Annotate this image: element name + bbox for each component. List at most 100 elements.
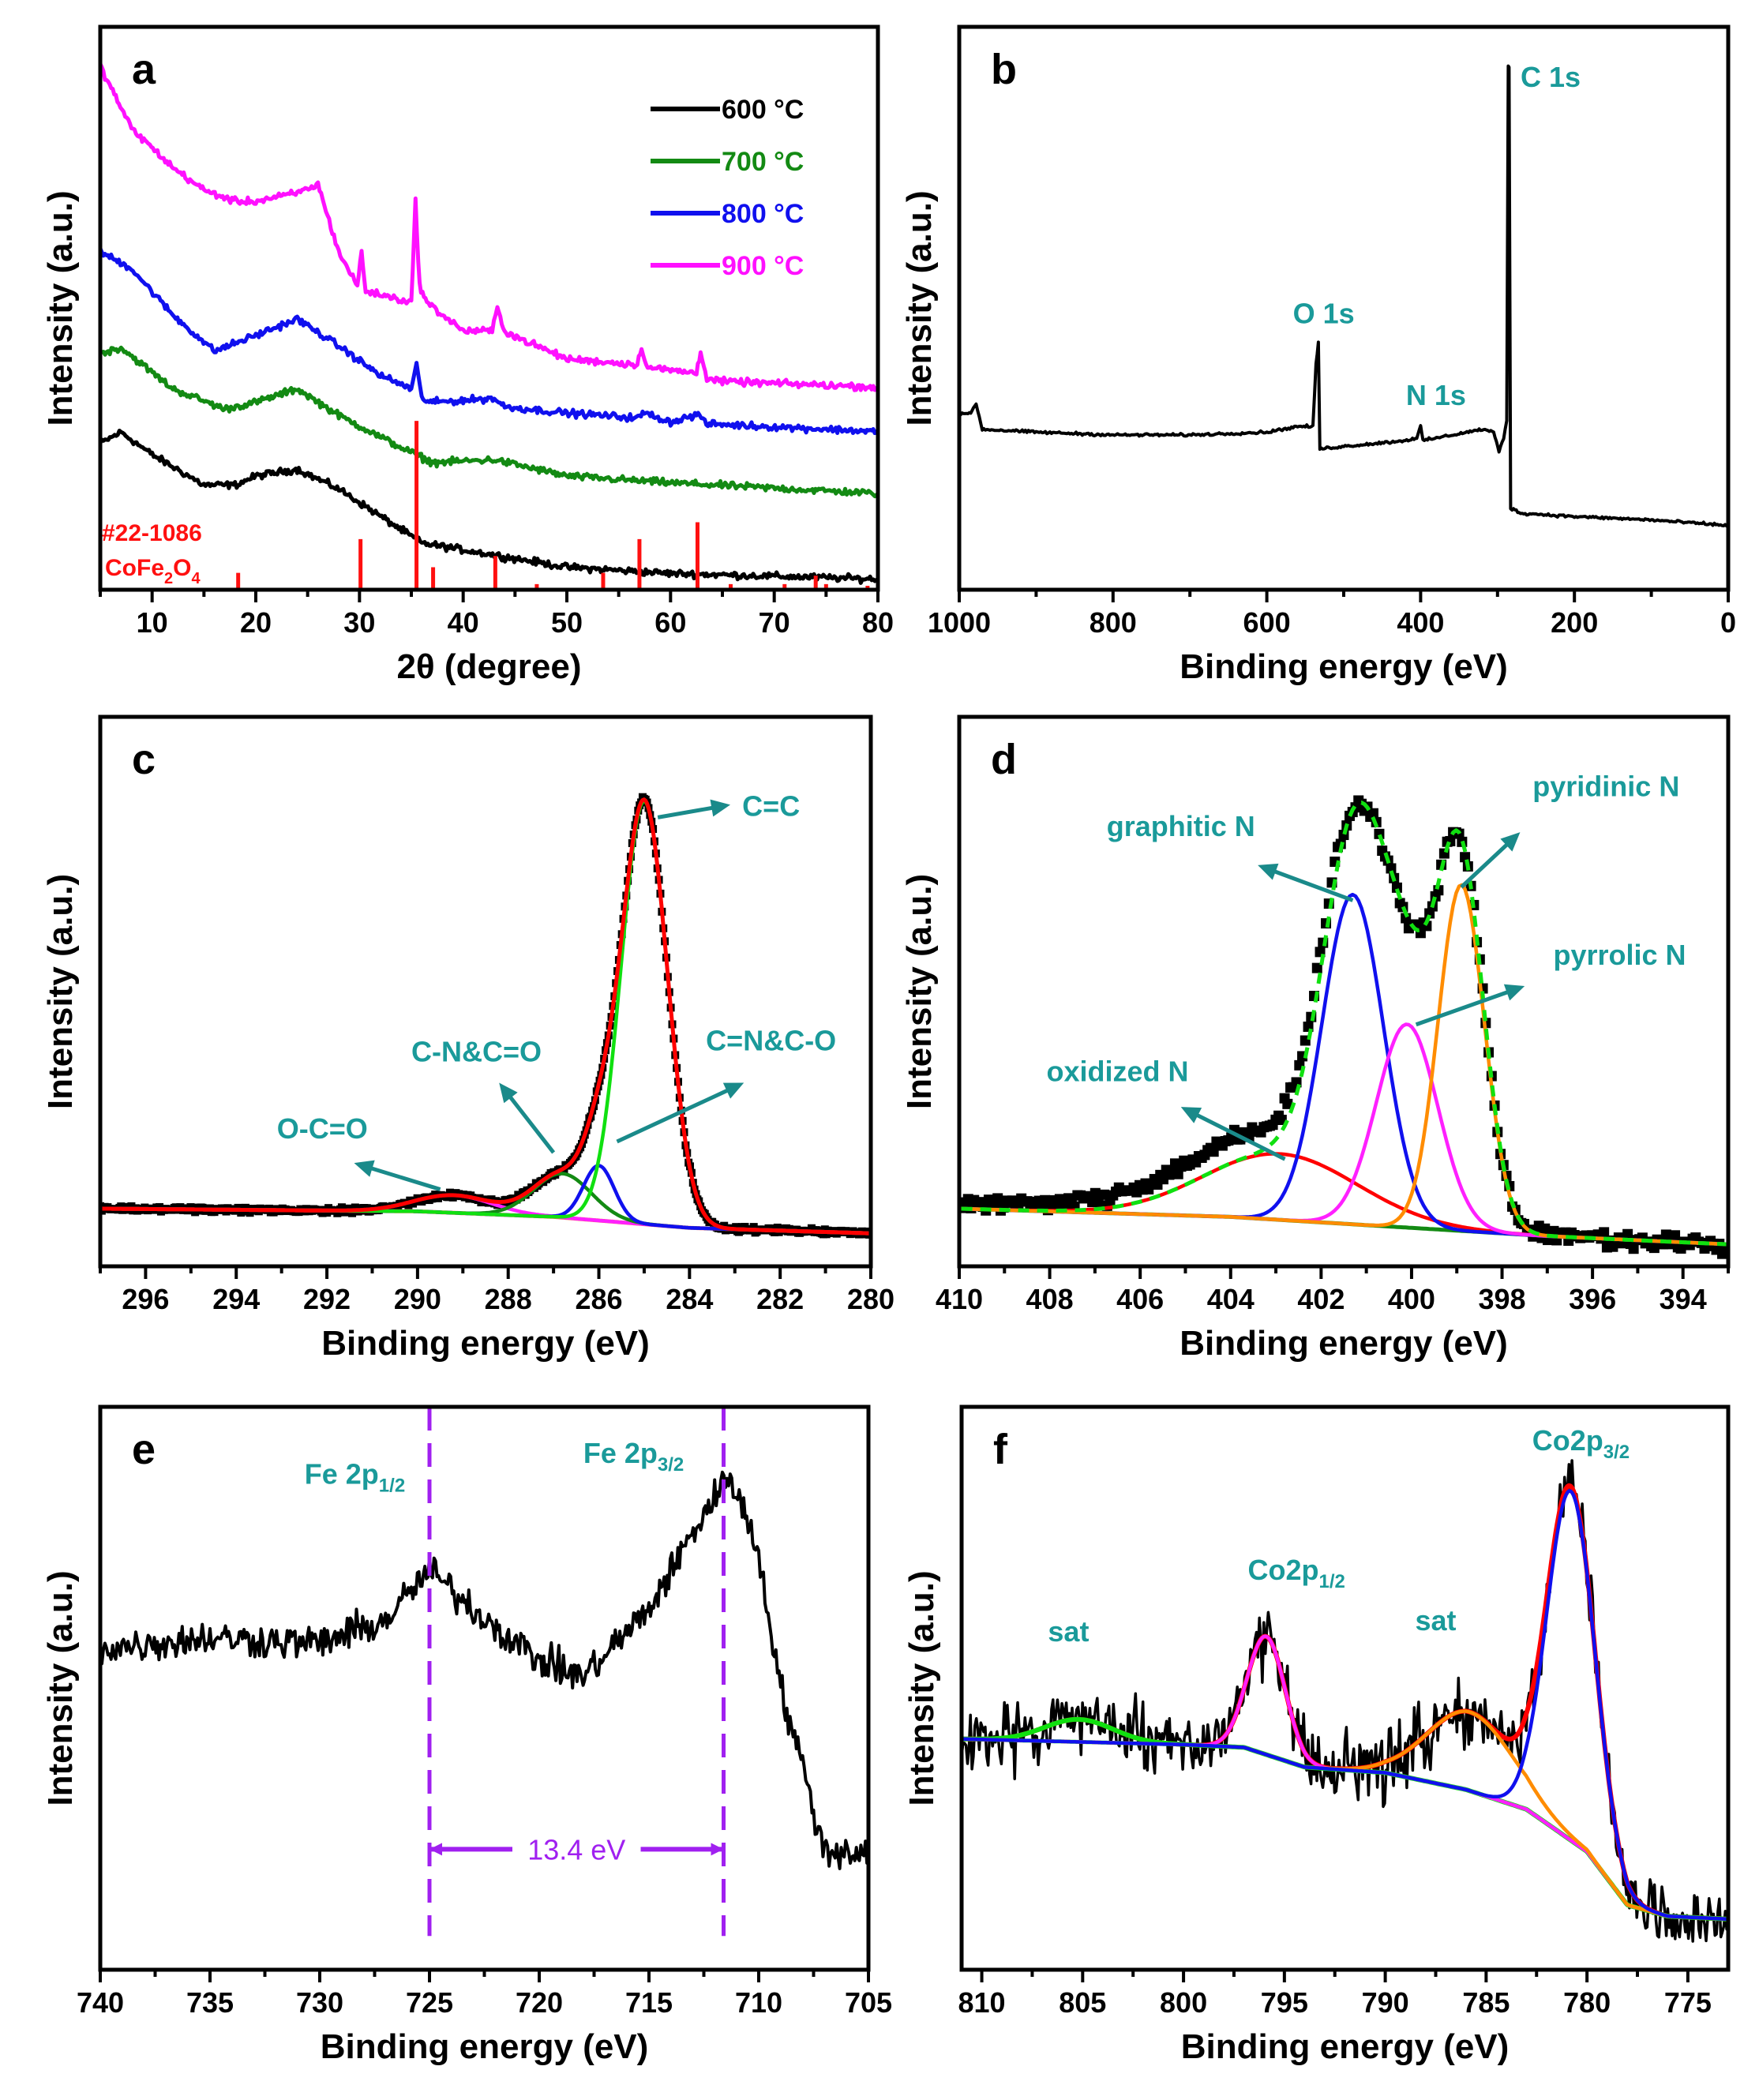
plot-frame <box>959 1404 1731 1972</box>
annotation-text: graphitic N <box>1107 810 1255 842</box>
annotation-arrow <box>616 1086 735 1144</box>
legend-label: 800 °C <box>722 199 804 229</box>
annotation-arrowhead <box>1500 832 1521 852</box>
peak-annotation: oxidized N <box>1047 1056 1189 1088</box>
x-tick-label: 800 <box>1160 1986 1207 2019</box>
peak-annotation: sat <box>1048 1615 1089 1648</box>
x-axis-title: Binding energy (eV) <box>1181 2027 1510 2066</box>
x-tick-label: 398 <box>1478 1283 1525 1315</box>
peak-annotation: C-N&C=O <box>411 1036 542 1068</box>
annotation-arrowhead <box>354 1160 375 1177</box>
series-line-800-c <box>100 247 878 436</box>
formula-part: O <box>173 555 191 581</box>
panel-letter: a <box>132 46 156 93</box>
annotation-arrowhead <box>722 1082 744 1099</box>
y-axis-title: Intensity (a.u.) <box>900 190 939 426</box>
raw-data-point <box>351 1203 359 1212</box>
raw-data-point <box>959 1197 965 1208</box>
annotation-text: C 1s <box>1521 61 1581 93</box>
plot-area <box>100 793 871 1239</box>
plot-area <box>959 64 1728 528</box>
x-tick-label: 280 <box>847 1283 895 1315</box>
x-tick-label: 296 <box>122 1283 169 1315</box>
peak-annotation: N 1s <box>1406 379 1466 411</box>
panel-a: #22-1086 CoFe2O4 10 20 30 40 50 60 70 80 2θ (degre… <box>41 24 894 686</box>
series-line-fe-2p <box>100 1470 868 1870</box>
peak-annotation: O-C=O <box>277 1112 368 1145</box>
panel-b: C 1s O 1s N 1s 1000 800 600 400 200 0 Binding ene… <box>900 24 1736 686</box>
legend-label: 600 °C <box>722 95 804 125</box>
envelope-fit-line <box>100 797 871 1236</box>
reference-card-label: #22-1086 <box>102 520 202 546</box>
x-tick-label: 705 <box>845 1986 892 2019</box>
x-tick-label: 410 <box>936 1283 983 1315</box>
x-tick-label: 30 <box>343 606 375 639</box>
annotation-text: Co2p <box>1247 1554 1318 1586</box>
x-tick-label: 810 <box>958 1986 1006 2019</box>
annotation-arrow <box>1267 867 1354 902</box>
x-tick-label: 1000 <box>928 606 991 639</box>
annotation-arrowhead <box>499 1082 518 1104</box>
annotation-arrow <box>1415 988 1515 1027</box>
raw-data-point <box>1311 962 1322 973</box>
y-axis-title: Intensity (a.u.) <box>41 874 80 1109</box>
peak-annotation: Co2p1/2 <box>1247 1554 1345 1592</box>
plot-frame <box>957 714 1731 1269</box>
raw-data-point <box>1391 882 1402 893</box>
plot-frame <box>98 24 880 592</box>
annotation-arrow <box>364 1164 441 1191</box>
x-tick-label: 710 <box>735 1986 782 2019</box>
raw-data-point <box>1660 1229 1671 1240</box>
x-axis-title: 2θ (degree) <box>396 647 581 686</box>
raw-data-point <box>1601 1242 1612 1253</box>
x-tick-label: 60 <box>654 606 686 639</box>
x-tick-label: 40 <box>448 606 479 639</box>
x-axis-title: Binding energy (eV) <box>321 1324 650 1363</box>
annotation-text: Co2p <box>1532 1424 1603 1457</box>
x-tick-label: 730 <box>296 1986 343 2019</box>
raw-data-point <box>1394 898 1405 909</box>
raw-data-point <box>514 1191 523 1199</box>
raw-data-point <box>1285 1082 1296 1093</box>
peak-annotation: O 1s <box>1293 298 1355 330</box>
x-tick-label: 735 <box>186 1986 234 2019</box>
x-tick-label: 790 <box>1362 1986 1409 2019</box>
legend-item: 700 °C <box>651 147 804 177</box>
series-line-900-c <box>100 62 878 392</box>
raw-data-point <box>820 1225 829 1234</box>
panel-letter: f <box>993 1426 1008 1473</box>
x-tick-label: 800 <box>1090 606 1137 639</box>
component-co2p1-2 <box>962 1634 1728 1922</box>
peak-annotation: Co2p3/2 <box>1532 1424 1630 1463</box>
annotation-text: pyridinic N <box>1532 770 1679 802</box>
raw-data-point <box>445 1188 454 1197</box>
raw-data-point <box>638 793 647 801</box>
x-tick-label: 740 <box>77 1986 124 2019</box>
raw-data-point <box>1424 908 1435 919</box>
peak-annotation: C=N&C-O <box>706 1025 836 1057</box>
x-tick-label: 394 <box>1660 1283 1707 1315</box>
x-tick-label: 50 <box>551 606 583 639</box>
x-tick-label: 10 <box>137 606 168 639</box>
y-axis-title: Intensity (a.u.) <box>41 1570 80 1806</box>
annotation-subscript: 1/2 <box>379 1476 405 1497</box>
x-tick-label: 408 <box>1026 1283 1074 1315</box>
raw-data-point <box>531 1179 540 1187</box>
panel-c: C=C C=N&C-O C-N&C=O O-C=O 296 294 292 290 288 286… <box>41 714 895 1363</box>
arrowhead-left <box>429 1843 442 1856</box>
peak-annotation: Fe 2p1/2 <box>305 1458 405 1497</box>
x-tick-label: 400 <box>1388 1283 1435 1315</box>
x-tick-label: 785 <box>1462 1986 1510 2019</box>
series-line-survey <box>959 64 1728 528</box>
x-tick-label: 396 <box>1569 1283 1616 1315</box>
annotation-text: C-N&C=O <box>411 1036 542 1068</box>
x-tick-label: 715 <box>625 1986 673 2019</box>
annotation-text: C=C <box>742 789 800 822</box>
panel-letter: e <box>132 1426 156 1473</box>
raw-data-point <box>1386 863 1397 874</box>
annotation-arrow <box>504 1090 556 1154</box>
raw-data-point <box>518 1188 527 1197</box>
annotation-arrowhead <box>1258 863 1279 880</box>
peak-annotation: pyridinic N <box>1532 770 1679 802</box>
